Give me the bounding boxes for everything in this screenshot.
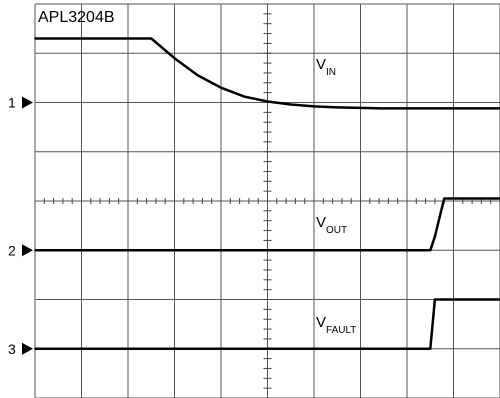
trace-vout-point [220,249,222,252]
trace-vout-point [313,249,315,252]
trace-vfault-point [173,347,176,350]
trace-vfault-point [434,298,436,301]
trace-vin-point [406,107,408,110]
trace-vfault-point [313,347,315,350]
label-vout-sub: OUT [326,225,347,236]
trace-vfault-point [429,347,432,350]
trace-vfault-point [34,347,36,350]
trace-vfault-point [382,347,385,350]
trace-vin-point [359,107,362,109]
channel-3-label: 3 [8,341,16,357]
trace-vout-point [289,249,292,252]
trace-vout-point [173,249,176,252]
trace-vfault-point [196,347,199,350]
trace-vin-point [434,107,436,110]
label-vfault-main: V [316,314,326,331]
trace-vin-point [313,105,315,108]
trace-vout-point [443,197,446,200]
trace-vout-point [127,249,129,252]
trace-vfault-point [57,347,60,350]
trace-vout-point [429,249,432,252]
trace-vin-point [150,37,153,40]
trace-vout-point [103,249,106,252]
trace-vin-point [382,107,385,110]
trace-vfault-point [336,347,339,350]
trace-vfault-point [150,347,153,350]
trace-vfault-point [452,298,455,301]
trace-vin-point [475,107,478,110]
trace-vfault-point [406,347,408,350]
trace-vfault-point [80,347,83,350]
label-vfault-sub: FAULT [326,325,356,336]
trace-vin-point [173,57,176,59]
trace-vin-point [80,37,83,40]
label-vout-main: V [316,214,326,231]
trace-vfault-point [289,347,292,350]
trace-vout-point [382,249,385,252]
trace-vout-point [452,197,455,200]
traces [34,37,500,351]
trace-vfault-point [359,347,362,350]
trace-vin-point [127,37,129,40]
trace-vout-point [336,249,339,252]
trace-vout-point [150,249,153,252]
trace-vin-point [196,74,199,77]
trace-vfault-point [127,347,129,350]
trace-vin-point [266,100,269,103]
trace-vin-point [429,107,432,110]
trace-vin-point [289,103,292,106]
channel-markers: 1 2 3 [8,95,33,357]
trace-vout-point [266,249,269,252]
trace-vin-point [57,37,60,40]
trace-vout-point [196,249,199,252]
channel-3-arrow-icon [22,342,33,355]
chart-title: APL3204B [38,9,115,26]
trace-vin-point [220,86,222,89]
trace-vin-point [336,106,339,109]
label-vfault: VFAULT [316,314,356,336]
trace-vin-point [34,37,36,40]
trace-vout-point [406,249,408,252]
trace-vfault-point [220,347,222,350]
channel-1-arrow-icon [22,96,33,109]
channel-1-label: 1 [8,95,16,111]
trace-vout-point [359,249,362,252]
trace-vfault-point [266,347,269,350]
label-vin-sub: IN [326,67,336,78]
label-vout: VOUT [316,214,347,236]
channel-2-label: 2 [8,242,16,258]
trace-vfault-point [243,347,246,350]
trace-vin-point [243,95,246,98]
trace-vin-point [103,37,106,40]
trace-vout-point [34,249,36,252]
trace-vout-point [80,249,83,252]
trace-vin-point [452,107,455,110]
trace-vout-point [57,249,60,252]
trace-vfault-point [443,298,446,301]
trace-vin-point [443,107,446,110]
trace-vout-point [475,197,478,200]
label-vin-main: V [316,56,326,73]
trace-vout-point [243,249,246,252]
trace-vout-point [434,235,436,238]
channel-2-arrow-icon [22,244,33,257]
trace-vfault-point [103,347,106,350]
label-vin: VIN [316,56,336,78]
trace-vfault-point [475,298,478,301]
